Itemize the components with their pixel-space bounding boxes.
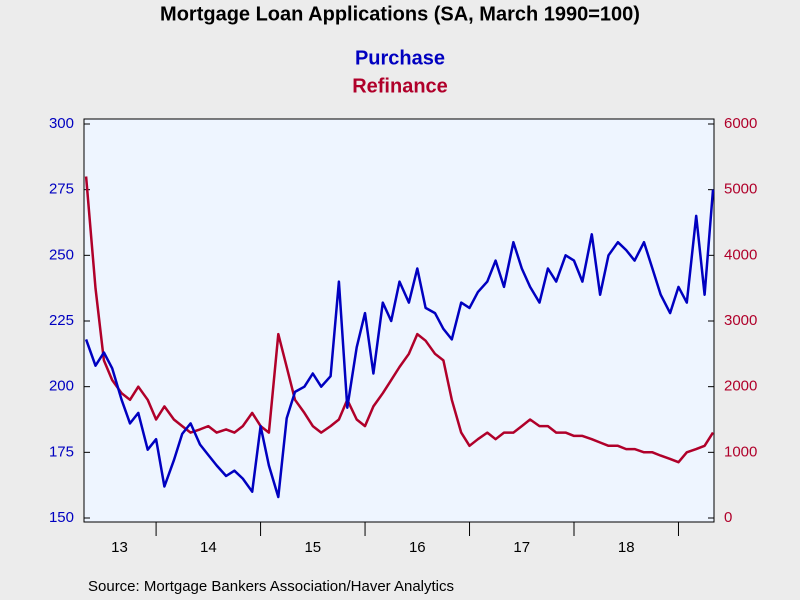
x-tick-label: 14 (200, 539, 217, 556)
chart-title: Mortgage Loan Applications (SA, March 19… (160, 3, 640, 25)
y-tick-label: 200 (49, 378, 74, 395)
legend-entry: Refinance (352, 75, 448, 97)
legend-entry: Purchase (355, 47, 445, 69)
y2-tick-label: 2000 (724, 378, 757, 395)
y-tick-label: 275 (49, 181, 74, 198)
x-tick-label: 15 (304, 539, 321, 556)
y2-tick-label: 4000 (724, 246, 757, 263)
y2-tick-label: 6000 (724, 115, 757, 132)
source-note: Source: Mortgage Bankers Association/Hav… (88, 578, 454, 595)
y2-tick-label: 0 (724, 509, 732, 526)
y2-tick-label: 1000 (724, 443, 757, 460)
y-tick-label: 175 (49, 443, 74, 460)
x-tick-label: 18 (618, 539, 635, 556)
x-tick-label: 13 (111, 539, 128, 556)
x-tick-label: 16 (409, 539, 426, 556)
x-tick-label: 17 (513, 539, 530, 556)
y-tick-label: 150 (49, 509, 74, 526)
plot-area (83, 118, 715, 523)
y-tick-label: 250 (49, 246, 74, 263)
y-tick-label: 225 (49, 312, 74, 329)
series-line (84, 176, 715, 464)
y-tick-label: 300 (49, 115, 74, 132)
y2-tick-label: 5000 (724, 181, 757, 198)
series-line (84, 189, 715, 499)
y2-tick-label: 3000 (724, 312, 757, 329)
